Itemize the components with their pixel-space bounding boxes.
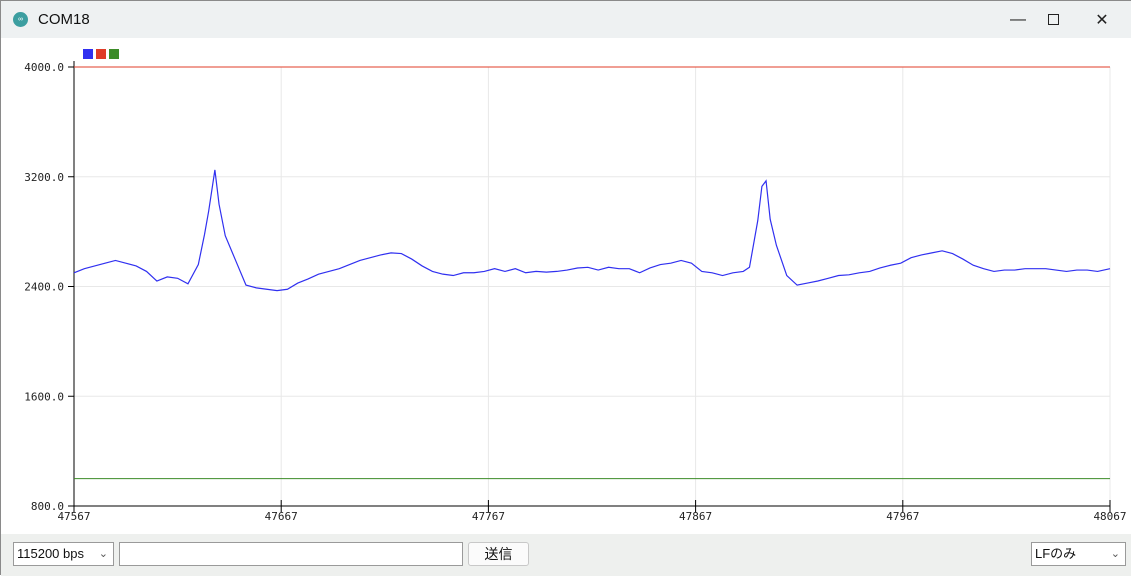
legend-swatch-2 [96,49,106,59]
maximize-icon [1047,14,1059,25]
message-input[interactable] [119,542,463,566]
minimize-icon: — [1010,10,1026,28]
x-tick-label: 47667 [265,510,298,523]
legend-swatch-1 [83,49,93,59]
x-tick-label: 47967 [886,510,919,523]
y-tick-label: 3200.0 [24,171,64,184]
y-tick-label: 800.0 [31,500,64,513]
minimize-button[interactable]: — [995,1,1041,38]
series-line-1 [73,169,1111,292]
maximize-button[interactable] [1019,1,1065,38]
x-tick-label: 47867 [679,510,712,523]
line-ending-select[interactable]: LFのみ ⌄ [1031,542,1126,566]
plot-area: 4000.0 3200.0 2400.0 1600.0 800.0 47567 47667 4… [1,38,1131,534]
x-tick-label: 47767 [472,510,505,523]
x-tick-label: 48067 [1093,510,1126,523]
chevron-down-icon: ⌄ [98,548,108,560]
arduino-icon: ∞ [13,12,28,27]
close-button[interactable]: ✕ [1079,1,1125,38]
window-title: COM18 [38,11,90,28]
baud-rate-select[interactable]: 115200 bps ⌄ [13,542,114,566]
y-tick-label: 2400.0 [24,281,64,294]
send-button[interactable]: 送信 [468,542,529,566]
close-icon: ✕ [1095,11,1109,29]
chevron-down-icon: ⌄ [1110,548,1120,560]
baud-rate-value: 115200 bps [17,546,84,561]
title-bar: ∞ COM18 — ✕ [1,1,1131,38]
y-tick-label: 4000.0 [24,61,64,74]
bottom-toolbar: 115200 bps ⌄ 送信 LFのみ ⌄ [1,534,1131,576]
x-tick-label: 47567 [57,510,90,523]
y-tick-label: 1600.0 [24,390,64,403]
legend-swatch-3 [109,49,119,59]
line-ending-value: LFのみ [1035,546,1077,561]
